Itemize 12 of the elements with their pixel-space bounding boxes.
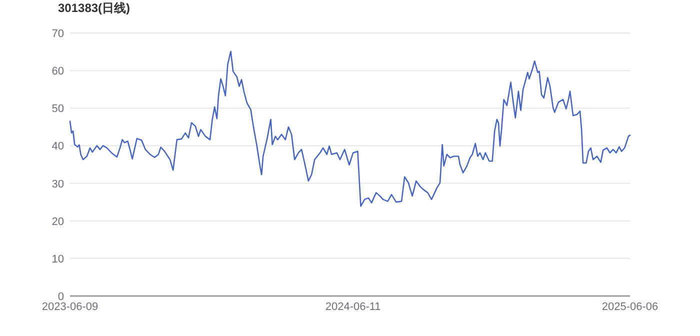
x-tick-label: 2023-06-09 xyxy=(42,301,98,313)
y-tick-label: 70 xyxy=(52,28,64,40)
y-tick-label: 20 xyxy=(52,216,64,228)
title: 301383(日线) xyxy=(58,1,130,15)
y-tick-label: 30 xyxy=(52,178,64,190)
y-tick-label: 40 xyxy=(52,140,64,153)
x-tick-label: 2025-06-06 xyxy=(602,301,658,313)
x-tick-label: 2024-06-11 xyxy=(325,301,381,313)
y-tick-label: 60 xyxy=(52,66,64,78)
y-tick-label: 0 xyxy=(58,291,64,303)
y-tick-label: 10 xyxy=(52,253,64,266)
y-tick-label: 50 xyxy=(52,103,64,116)
